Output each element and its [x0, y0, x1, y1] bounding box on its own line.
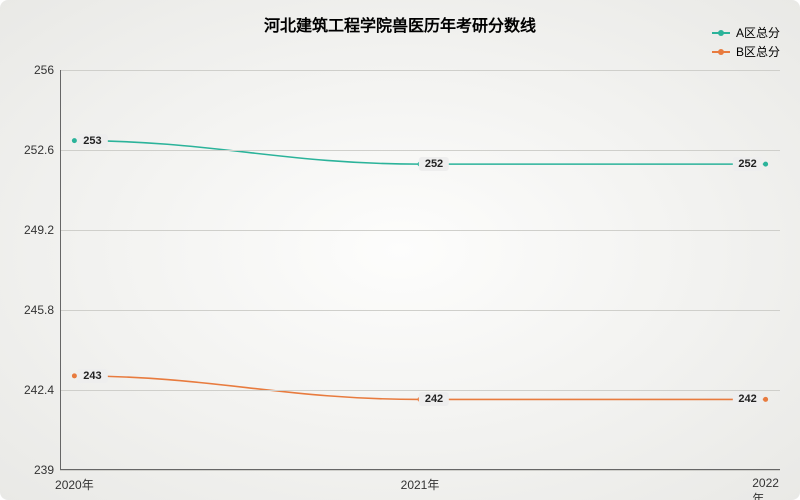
legend-item: A区总分: [712, 24, 780, 41]
x-tick-label: 2022年: [752, 476, 779, 500]
data-point-label: 243: [77, 369, 107, 383]
legend-label: A区总分: [736, 24, 780, 41]
x-tick-label: 2021年: [401, 476, 440, 493]
gridline: [60, 390, 780, 391]
gridline: [60, 70, 780, 71]
y-tick-label: 256: [34, 63, 54, 77]
data-point-label: 242: [419, 392, 449, 406]
legend-swatch: [712, 51, 730, 53]
y-tick-label: 252.6: [24, 143, 54, 157]
chart-title: 河北建筑工程学院兽医历年考研分数线: [0, 12, 800, 36]
chart-svg: [60, 70, 780, 470]
y-tick-label: 245.8: [24, 303, 54, 317]
gridline: [60, 470, 780, 471]
data-point-label: 242: [732, 392, 762, 406]
y-tick-label: 249.2: [24, 223, 54, 237]
data-point-label: 252: [732, 157, 762, 171]
data-marker: [72, 373, 77, 378]
data-marker: [763, 397, 768, 402]
y-tick-label: 242.4: [24, 383, 54, 397]
y-axis-line: [60, 70, 61, 470]
data-marker: [72, 138, 77, 143]
legend-swatch: [712, 32, 730, 34]
legend: A区总分 B区总分: [712, 24, 780, 62]
y-tick-label: 239: [34, 463, 54, 477]
data-point-label: 252: [419, 157, 449, 171]
gridline: [60, 230, 780, 231]
data-marker: [763, 162, 768, 167]
gridline: [60, 150, 780, 151]
y-axis-labels: 239242.4245.8249.2252.6256: [12, 70, 60, 470]
chart-container: 河北建筑工程学院兽医历年考研分数线 A区总分B区总分 239242.4245.8…: [0, 0, 800, 500]
data-point-label: 253: [77, 134, 107, 148]
legend-label: B区总分: [736, 43, 780, 60]
gridline: [60, 310, 780, 311]
x-tick-label: 2020年: [55, 476, 94, 493]
x-axis-line: [60, 469, 780, 470]
x-axis-labels: 2020年2021年2022年: [60, 470, 780, 494]
plot-area: 239242.4245.8249.2252.6256 2020年2021年202…: [60, 70, 780, 470]
legend-item: B区总分: [712, 43, 780, 60]
